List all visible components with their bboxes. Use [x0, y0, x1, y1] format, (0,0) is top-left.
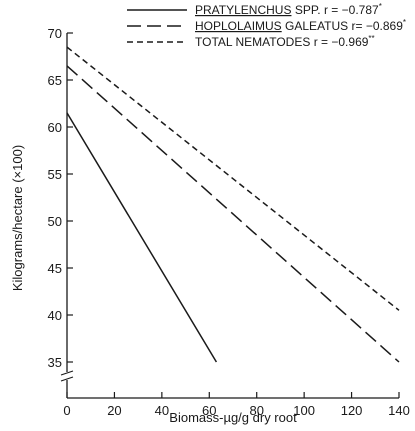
legend-name: GALEATUS	[285, 19, 348, 33]
legend-label: TOTAL NEMATODES r = −0.969**	[195, 34, 375, 49]
x-tick-label: 60	[202, 403, 216, 418]
legend-stat: r = −0.969	[314, 35, 369, 49]
y-tick-label: 35	[48, 355, 62, 370]
x-ticks: 0 20 40 60 80 100 120 140	[63, 392, 410, 418]
series-line-2	[66, 65, 400, 363]
axis-break-mark	[60, 376, 74, 382]
x-tick-label: 40	[155, 403, 169, 418]
x-tick-label: 100	[293, 403, 315, 418]
axis-break-gap	[62, 372, 72, 380]
x-tick-label: 20	[107, 403, 121, 418]
x-tick-label: 120	[341, 403, 363, 418]
plot-axes	[60, 33, 399, 399]
legend-genus: HOPLOLAIMUS	[195, 19, 282, 33]
y-axis-title: Kilograms/hectare (×100)	[10, 145, 25, 291]
y-tick-label: 55	[48, 167, 62, 182]
x-axis-title: Biomass-µg/g dry root	[169, 410, 297, 425]
series-line-1	[66, 112, 218, 363]
x-tick-label: 80	[249, 403, 263, 418]
legend-significance: *	[403, 18, 406, 27]
legend: PRATYLENCHUS SPP. r = −0.787*HOPLOLAIMUS…	[127, 2, 406, 49]
y-tick-label: 60	[48, 120, 62, 135]
y-ticks: 35 40 45 50 55 60 65 70	[48, 26, 73, 370]
legend-significance: **	[368, 34, 374, 43]
x-tick-label: 140	[388, 403, 410, 418]
legend-name: SPP.	[295, 3, 321, 17]
y-tick-label: 45	[48, 261, 62, 276]
y-tick-label: 50	[48, 214, 62, 229]
y-tick-label: 65	[48, 73, 62, 88]
x-tick-label: 0	[63, 403, 70, 418]
legend-significance: *	[379, 2, 382, 11]
series-line-3	[66, 46, 400, 311]
axis-break-mark	[60, 370, 74, 376]
legend-name: TOTAL NEMATODES	[195, 35, 310, 49]
legend-label: HOPLOLAIMUS GALEATUS r= −0.869*	[195, 18, 406, 33]
legend-stat: r= −0.869	[352, 19, 404, 33]
legend-label: PRATYLENCHUS SPP. r = −0.787*	[195, 2, 382, 17]
legend-stat: r = −0.787	[324, 3, 379, 17]
series-lines	[66, 46, 400, 363]
y-tick-label: 70	[48, 26, 62, 41]
legend-genus: PRATYLENCHUS	[195, 3, 291, 17]
y-tick-label: 40	[48, 308, 62, 323]
